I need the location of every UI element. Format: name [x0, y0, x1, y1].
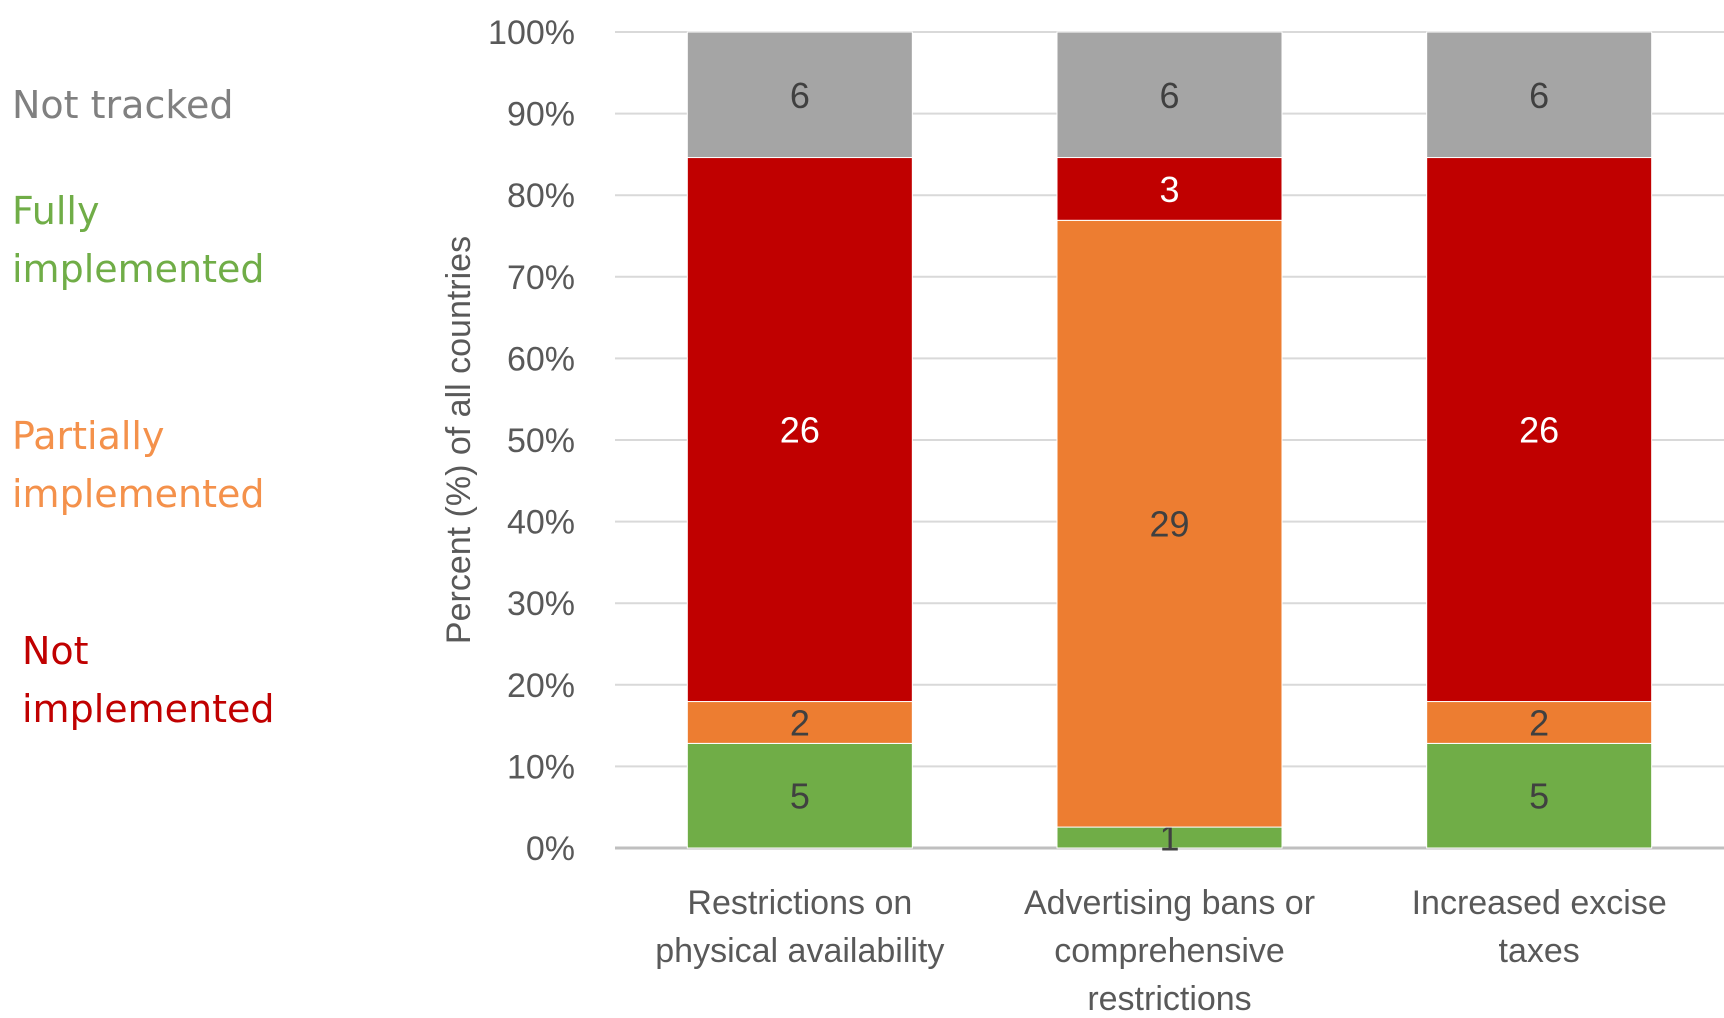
bars: 5 2 26 6 1 29 3 6 5 2 26 6 — [686, 31, 1653, 859]
y-axis-label: Percent (%) of all countries — [440, 236, 478, 644]
y-tick-label: 10% — [507, 748, 575, 786]
bar-segment — [1056, 219, 1283, 828]
x-category-label: Restrictions on physical availability — [655, 884, 944, 970]
bar-segment — [1056, 157, 1283, 221]
bar-segment — [686, 701, 913, 744]
data-label: 1 — [1159, 818, 1179, 859]
y-tick-label: 50% — [507, 422, 575, 460]
data-label: 2 — [790, 702, 810, 743]
y-tick-label: 0% — [526, 830, 575, 868]
legend-not-tracked: Not tracked — [12, 83, 234, 127]
bar-segment — [1426, 31, 1653, 159]
bar-segment — [686, 31, 913, 159]
data-label: 26 — [780, 410, 820, 451]
x-category-label: Increased excise taxes — [1412, 884, 1667, 970]
y-axis-tick-labels: 0% 10% 20% 30% 40% 50% 60% 70% 80% 90% 100% — [488, 14, 575, 868]
legend-partially-implemented: Partially implemented — [12, 414, 265, 516]
y-tick-label: 60% — [507, 340, 575, 378]
bar-segment — [686, 157, 913, 703]
data-label: 5 — [790, 776, 810, 817]
bar-segment — [1056, 31, 1283, 159]
data-label: 5 — [1529, 776, 1549, 817]
bar-segment — [1426, 742, 1653, 849]
y-tick-label: 20% — [507, 667, 575, 705]
y-tick-label: 80% — [507, 177, 575, 215]
y-tick-label: 70% — [507, 259, 575, 297]
data-label: 3 — [1159, 169, 1179, 210]
data-label: 29 — [1149, 504, 1189, 545]
y-tick-label: 40% — [507, 504, 575, 542]
bar-segment — [1426, 701, 1653, 744]
legend-not-implemented: Not implemented — [22, 629, 275, 731]
data-label: 6 — [790, 75, 810, 116]
x-axis-category-labels: Restrictions on physical availability Adve… — [655, 884, 1666, 1018]
bar-stack: 5 2 26 6 — [1426, 31, 1653, 849]
bar-stack: 1 29 3 6 — [1056, 31, 1283, 859]
data-label: 6 — [1159, 75, 1179, 116]
y-tick-label: 90% — [507, 96, 575, 134]
bar-segment — [1426, 157, 1653, 703]
bar-stack: 5 2 26 6 — [686, 31, 913, 849]
y-tick-label: 30% — [507, 585, 575, 623]
data-label: 6 — [1529, 75, 1549, 116]
legend-fully-implemented: Fully implemented — [12, 189, 265, 291]
data-label: 26 — [1519, 410, 1559, 451]
data-label: 2 — [1529, 702, 1549, 743]
x-category-label: Advertising bans or comprehensive restrict… — [1024, 884, 1315, 1018]
y-tick-label: 100% — [488, 14, 575, 52]
